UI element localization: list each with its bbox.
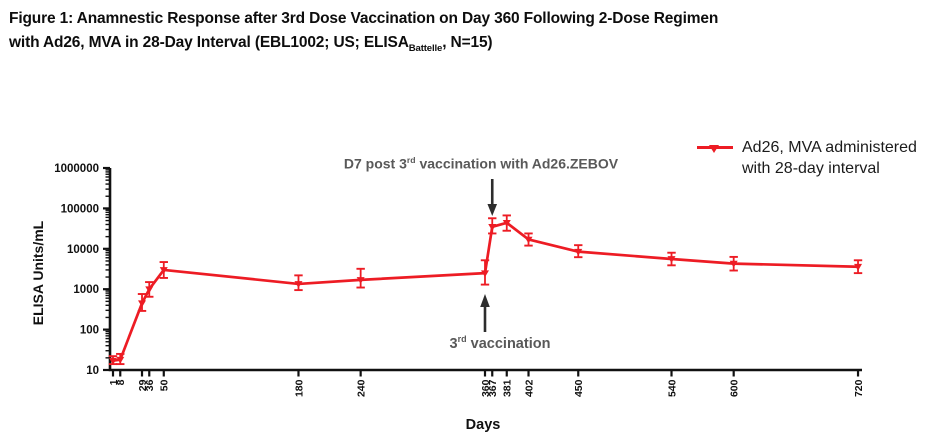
- annotation-d7-post-3rd-vaccination: D7 post 3rd vaccination with Ad26.ZEBOV: [344, 155, 618, 172]
- annotation-3rd-text: 3: [449, 335, 458, 352]
- figure-title: Figure 1: Anamnestic Response after 3rd …: [9, 7, 939, 60]
- svg-text:450: 450: [573, 379, 585, 397]
- legend-triangle-marker-icon: [709, 145, 719, 153]
- series-markers: [109, 220, 863, 365]
- figure-title-line2-prefix: with Ad26, MVA in 28-Day Interval (EBL10…: [9, 33, 409, 51]
- svg-text:402: 402: [523, 379, 535, 397]
- figure-title-line2: with Ad26, MVA in 28-Day Interval (EBL10…: [9, 31, 939, 61]
- svg-text:100: 100: [80, 325, 99, 337]
- svg-text:10: 10: [86, 365, 99, 377]
- svg-text:240: 240: [355, 379, 367, 397]
- svg-text:360: 360: [480, 379, 492, 397]
- svg-text:36: 36: [144, 379, 156, 391]
- legend-label-line1: Ad26, MVA administered: [742, 139, 917, 156]
- annotation-3rd-text-tail: vaccination: [466, 335, 551, 352]
- annotation-d7-text-tail: vaccination with Ad26.ZEBOV: [415, 155, 619, 172]
- annotation-d7-text: D7 post 3: [343, 155, 407, 172]
- svg-text:367: 367: [487, 379, 499, 397]
- svg-text:1: 1: [108, 379, 120, 385]
- annotation-d7-superscript: rd: [406, 155, 416, 165]
- figure-title-line2-suffix: , N=15): [442, 33, 493, 51]
- down-arrow-icon: [487, 204, 498, 216]
- y-axis-title: ELISA Units/mL: [30, 220, 46, 326]
- svg-text:10000: 10000: [67, 244, 99, 256]
- legend-label-line2: with 28-day interval: [742, 160, 880, 177]
- svg-text:50: 50: [159, 379, 171, 391]
- svg-text:1000: 1000: [73, 284, 99, 296]
- svg-text:381: 381: [502, 379, 514, 397]
- svg-text:540: 540: [666, 379, 678, 397]
- svg-text:720: 720: [853, 379, 865, 397]
- annotation-3rd-vaccination: 3rd vaccination: [450, 334, 551, 352]
- svg-text:180: 180: [293, 379, 305, 397]
- svg-text:100000: 100000: [61, 203, 99, 215]
- legend-series-marker-icon: [697, 137, 733, 158]
- legend: Ad26, MVA administered with 28-day inter…: [697, 137, 917, 179]
- figure-title-line1: Figure 1: Anamnestic Response after 3rd …: [9, 10, 719, 27]
- x-axis-title: Days: [465, 417, 501, 433]
- annotation-arrows: [480, 179, 498, 332]
- svg-text:29: 29: [137, 379, 149, 391]
- legend-label: Ad26, MVA administered with 28-day inter…: [742, 137, 917, 179]
- svg-text:8: 8: [115, 379, 127, 385]
- svg-text:1000000: 1000000: [54, 163, 99, 175]
- up-arrow-icon: [480, 294, 490, 307]
- figure-title-line2-subscript: Battelle: [408, 42, 443, 54]
- annotation-3rd-superscript: rd: [457, 334, 467, 344]
- svg-text:600: 600: [728, 379, 740, 397]
